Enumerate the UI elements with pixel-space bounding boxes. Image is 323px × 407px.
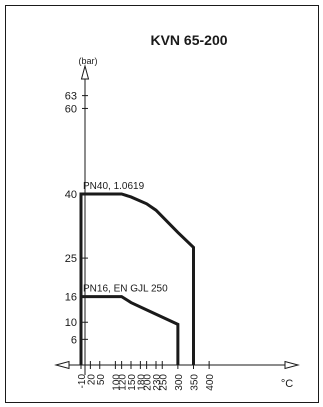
x-axis-left-arrow [54, 360, 70, 370]
y-tick-label: 16 [65, 292, 77, 304]
x-axis-right-arrow [284, 360, 300, 370]
y-axis-arrow [80, 64, 90, 80]
x-tick-label: 300 [174, 374, 185, 391]
y-tick-label: 25 [65, 253, 77, 265]
series-label-1: PN40, 1.0619 [83, 181, 145, 192]
series-label-2: PN16, EN GJL 250 [83, 284, 168, 295]
chart-title: KVN 65-200 [150, 32, 227, 48]
x-tick-label: 250 [158, 374, 169, 391]
x-axis-unit: °C [281, 378, 293, 390]
series-layer [79, 192, 195, 365]
y-tick-label: 60 [65, 103, 77, 115]
x-tick-label: 200 [143, 374, 154, 391]
x-tick-label: -10 [77, 374, 88, 389]
y-tick-label: 63 [65, 91, 77, 103]
x-tick-label: 180 [136, 374, 147, 391]
y-tick-label: 10 [65, 317, 77, 329]
x-tick-label: 120 [118, 374, 129, 391]
x-tick-label: 50 [96, 374, 107, 386]
chart-border [5, 5, 319, 403]
x-tick-label: 100 [111, 374, 122, 391]
y-tick-label: 40 [65, 189, 77, 201]
y-tick-label: 6 [71, 334, 77, 346]
x-tick-label: 400 [205, 374, 216, 391]
x-tick-label: 350 [190, 374, 201, 391]
x-tick-label: 20 [86, 374, 97, 386]
series-line-1 [79, 192, 195, 365]
y-axis-label: (bar) [78, 56, 97, 66]
series-line-2 [81, 295, 180, 365]
x-tick-label: 230 [152, 374, 163, 391]
x-tick-label: 150 [127, 374, 138, 391]
